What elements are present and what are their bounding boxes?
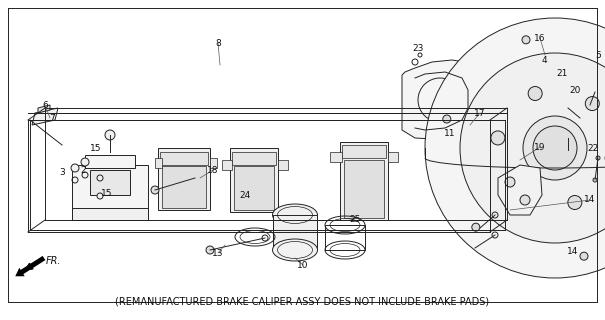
Polygon shape [210,158,217,168]
Circle shape [531,120,535,124]
Text: FR.: FR. [46,256,62,266]
Text: 3: 3 [59,167,65,177]
Polygon shape [330,152,342,162]
Polygon shape [511,102,549,127]
Ellipse shape [511,118,549,136]
Text: 15: 15 [90,143,102,153]
Text: 11: 11 [444,129,456,138]
Circle shape [531,130,535,134]
Circle shape [522,36,530,44]
Circle shape [587,117,597,127]
Circle shape [491,131,505,145]
Circle shape [533,126,577,170]
Circle shape [206,246,214,254]
Text: 6: 6 [42,100,48,109]
Polygon shape [160,152,208,165]
Polygon shape [402,60,478,140]
Text: 18: 18 [208,165,219,174]
Polygon shape [342,145,386,158]
Circle shape [443,115,451,123]
Polygon shape [232,152,276,165]
Polygon shape [155,158,162,168]
Polygon shape [162,166,206,208]
Polygon shape [72,208,148,220]
Circle shape [520,195,530,205]
Text: 23: 23 [413,44,423,52]
Text: 15: 15 [101,188,113,197]
Polygon shape [158,148,210,210]
Polygon shape [340,142,388,220]
Polygon shape [72,165,148,210]
Text: 7: 7 [49,114,55,123]
Text: 17: 17 [474,108,486,117]
Polygon shape [38,105,50,113]
Circle shape [151,186,159,194]
Circle shape [580,252,588,260]
Circle shape [97,175,103,181]
Circle shape [528,86,542,100]
Text: 4: 4 [541,55,547,65]
FancyArrow shape [15,256,45,276]
Text: 22: 22 [587,143,598,153]
Polygon shape [278,160,288,170]
Text: (REMANUFACTURED BRAKE CALIPER ASSY DOES NOT INCLUDE BRAKE PADS): (REMANUFACTURED BRAKE CALIPER ASSY DOES … [115,296,489,306]
Circle shape [418,78,462,122]
Ellipse shape [511,93,549,111]
Circle shape [71,164,79,172]
Circle shape [425,18,605,278]
Circle shape [568,196,582,210]
Circle shape [585,97,600,111]
Text: 25: 25 [349,215,361,225]
Text: 16: 16 [534,34,546,43]
Text: 8: 8 [215,38,221,47]
Circle shape [81,158,89,166]
Circle shape [460,53,605,243]
Circle shape [511,185,525,199]
Circle shape [587,149,597,159]
Text: 2: 2 [80,165,86,174]
Text: 19: 19 [534,142,546,151]
Circle shape [602,120,605,156]
Polygon shape [498,165,542,215]
Polygon shape [388,152,398,162]
Polygon shape [90,170,130,195]
Text: 24: 24 [240,190,250,199]
Text: 10: 10 [297,260,309,269]
Text: 21: 21 [557,68,567,77]
Text: 14: 14 [584,196,596,204]
Circle shape [568,86,605,190]
Ellipse shape [272,204,318,226]
Circle shape [97,193,103,199]
Circle shape [519,122,523,126]
Polygon shape [234,166,274,210]
Circle shape [472,223,480,231]
Polygon shape [85,155,135,168]
Text: 5: 5 [595,51,601,60]
Polygon shape [222,160,232,170]
Text: 14: 14 [567,247,579,257]
Circle shape [505,177,515,187]
Polygon shape [344,160,384,218]
Polygon shape [32,108,58,125]
Text: 20: 20 [569,85,581,94]
Text: 13: 13 [212,249,224,258]
Ellipse shape [272,239,318,261]
Circle shape [539,125,543,129]
Polygon shape [230,148,278,212]
Polygon shape [273,215,317,250]
Circle shape [519,128,523,132]
Circle shape [523,116,587,180]
Circle shape [105,130,115,140]
